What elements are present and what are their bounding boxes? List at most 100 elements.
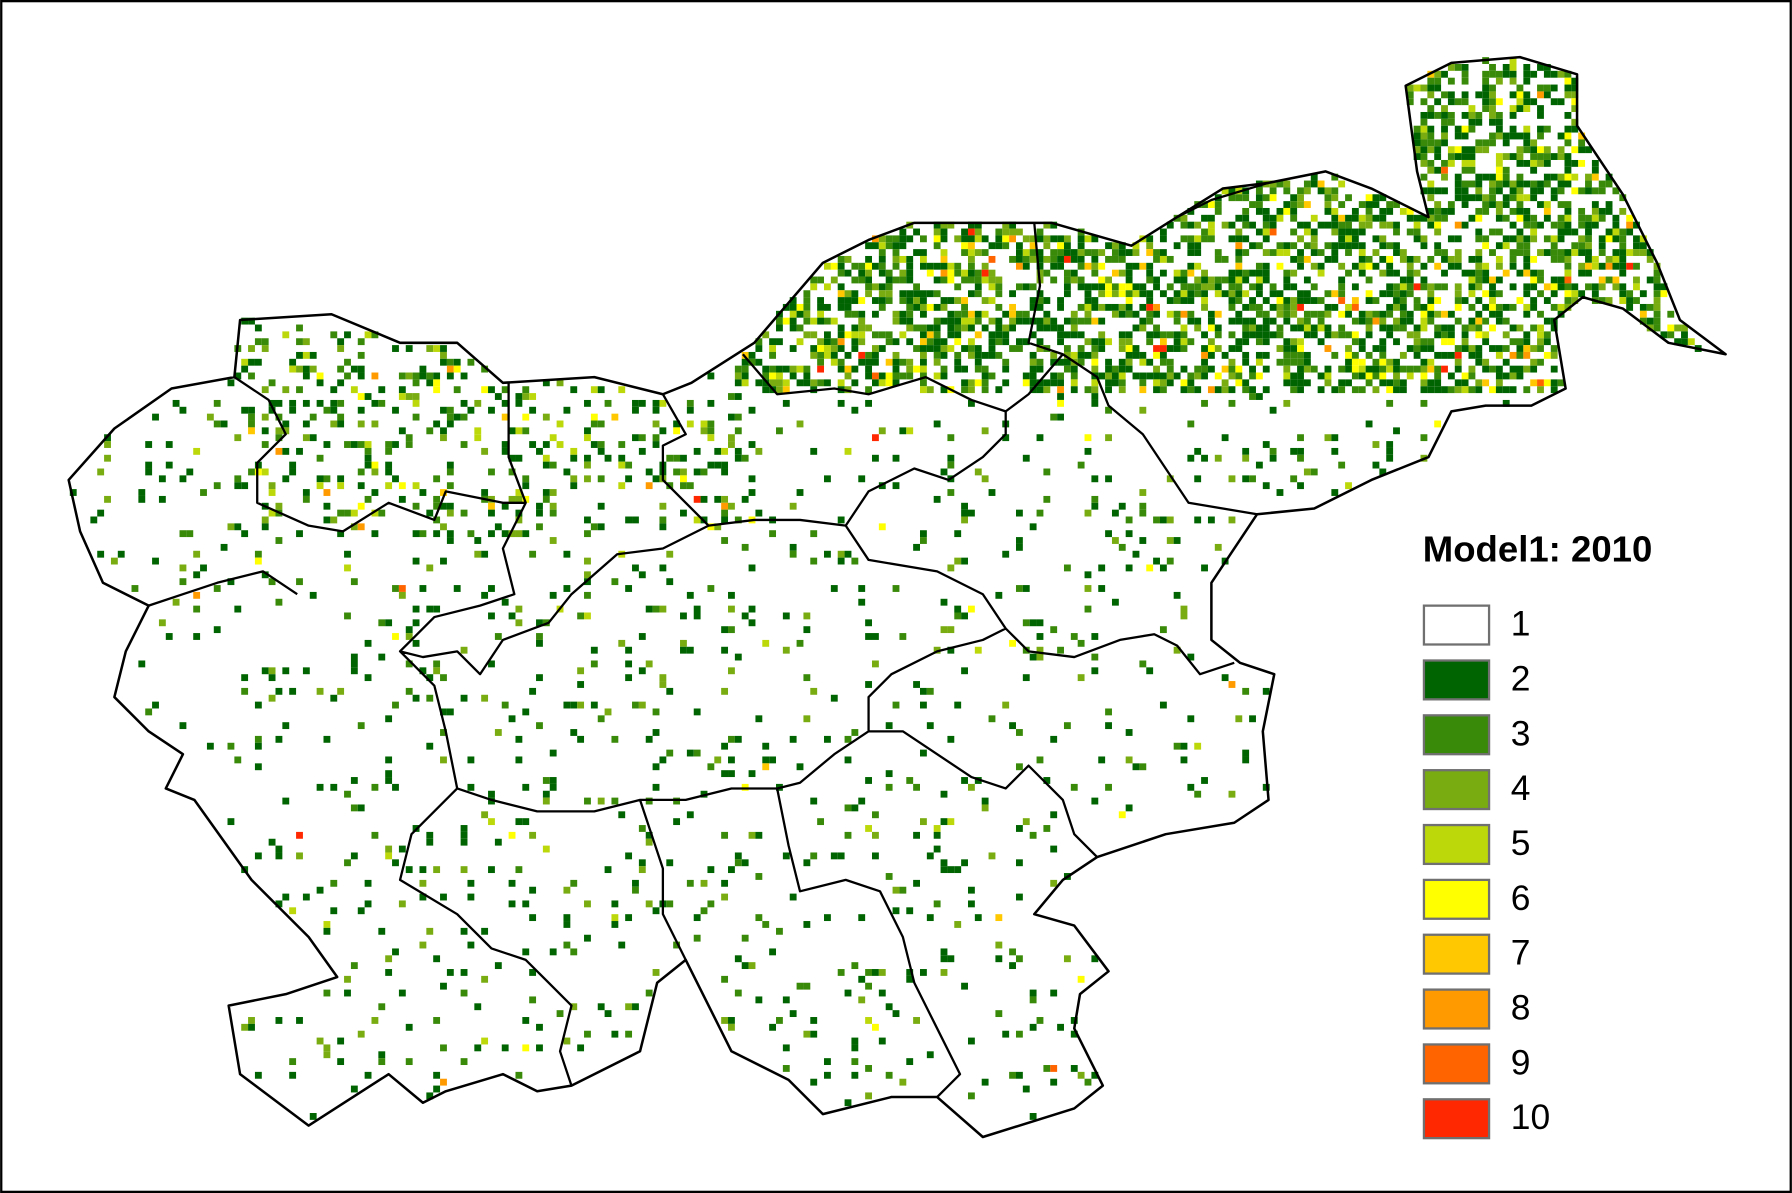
raster-cell xyxy=(1420,434,1428,442)
raster-cell xyxy=(714,447,722,455)
raster-cell xyxy=(1063,564,1071,572)
raster-cell xyxy=(1187,235,1195,243)
raster-cell xyxy=(1317,262,1325,270)
raster-cell xyxy=(330,399,338,407)
raster-cell xyxy=(522,393,530,400)
raster-cell xyxy=(1249,475,1256,483)
raster-cell xyxy=(926,852,934,860)
raster-cell xyxy=(721,975,729,983)
raster-cell xyxy=(1537,187,1544,195)
raster-cell xyxy=(1201,564,1208,572)
raster-cell xyxy=(275,900,283,908)
raster-cell xyxy=(1550,365,1558,373)
raster-cell xyxy=(837,269,845,277)
raster-cell xyxy=(803,626,811,634)
raster-cell xyxy=(1276,214,1284,222)
raster-cell xyxy=(954,358,962,366)
raster-cell xyxy=(933,262,941,270)
raster-cell xyxy=(666,454,674,462)
raster-cell xyxy=(1159,372,1167,380)
raster-cell xyxy=(1105,722,1112,730)
raster-cell xyxy=(426,372,434,380)
raster-cell xyxy=(1057,399,1064,407)
legend-swatch xyxy=(1422,769,1491,811)
raster-cell xyxy=(1543,180,1551,188)
raster-cell xyxy=(728,413,735,421)
raster-cell xyxy=(433,530,441,538)
raster-cell xyxy=(371,331,379,339)
raster-cell xyxy=(206,742,214,750)
raster-cell xyxy=(1365,297,1373,304)
raster-cell xyxy=(1420,276,1428,284)
raster-cell xyxy=(1338,324,1346,332)
raster-cell xyxy=(1310,310,1318,318)
raster-cell xyxy=(1406,372,1414,380)
raster-cell xyxy=(248,317,255,325)
raster-cell xyxy=(1537,146,1544,154)
raster-cell xyxy=(364,639,372,647)
raster-cell xyxy=(1105,290,1112,298)
raster-cell xyxy=(796,324,804,332)
raster-cell xyxy=(302,434,310,442)
raster-cell xyxy=(364,495,372,503)
raster-cell xyxy=(1502,358,1510,366)
raster-cell xyxy=(1660,290,1668,298)
raster-cell xyxy=(1063,358,1071,366)
raster-cell xyxy=(467,358,475,366)
raster-cell xyxy=(1530,235,1538,243)
legend-label: 7 xyxy=(1511,933,1531,973)
raster-cell xyxy=(350,777,358,784)
raster-cell xyxy=(1345,214,1352,222)
raster-cell xyxy=(721,516,729,524)
raster-cell xyxy=(1077,331,1085,339)
raster-cell xyxy=(652,907,660,915)
raster-cell xyxy=(1276,207,1284,215)
raster-cell xyxy=(1139,379,1147,387)
raster-cell xyxy=(803,310,811,318)
raster-cell xyxy=(1454,194,1462,202)
raster-cell xyxy=(412,530,420,538)
raster-cell xyxy=(398,900,406,908)
legend-swatch xyxy=(1422,1043,1491,1085)
raster-cell xyxy=(1413,153,1421,160)
raster-cell xyxy=(1537,358,1544,366)
raster-cell xyxy=(954,365,962,373)
raster-cell xyxy=(1269,249,1277,256)
raster-cell xyxy=(776,324,783,332)
raster-cell xyxy=(426,427,434,435)
raster-cell xyxy=(536,523,543,531)
raster-cell xyxy=(344,509,351,517)
raster-cell xyxy=(446,502,454,510)
raster-cell xyxy=(762,386,770,394)
raster-cell xyxy=(1310,297,1318,304)
raster-cell xyxy=(892,482,900,490)
raster-cell xyxy=(1297,235,1304,243)
raster-cell xyxy=(1310,324,1318,332)
raster-cell xyxy=(1523,283,1531,291)
raster-cell xyxy=(1633,221,1640,229)
raster-cell xyxy=(1091,255,1099,263)
raster-cell xyxy=(337,420,345,428)
raster-cell xyxy=(1255,207,1263,215)
raster-cell xyxy=(590,660,598,668)
raster-cell xyxy=(1132,372,1140,380)
raster-cell xyxy=(1393,379,1400,387)
raster-cell xyxy=(1207,201,1215,208)
raster-cell xyxy=(1015,317,1023,325)
raster-cell xyxy=(1105,708,1112,716)
raster-cell xyxy=(1084,297,1092,304)
raster-cell xyxy=(707,420,715,428)
raster-cell xyxy=(1530,269,1538,277)
raster-cell xyxy=(1523,214,1531,222)
raster-cell xyxy=(1228,365,1236,373)
raster-cell xyxy=(1365,201,1373,208)
raster-cell xyxy=(1153,249,1160,256)
raster-cell xyxy=(481,489,489,496)
raster-cell xyxy=(1201,269,1208,277)
raster-cell xyxy=(1489,187,1496,195)
raster-cell xyxy=(1228,681,1236,688)
raster-cell xyxy=(1310,235,1318,243)
raster-cell xyxy=(584,454,591,462)
raster-cell xyxy=(1461,159,1469,167)
raster-cell xyxy=(1125,564,1133,572)
